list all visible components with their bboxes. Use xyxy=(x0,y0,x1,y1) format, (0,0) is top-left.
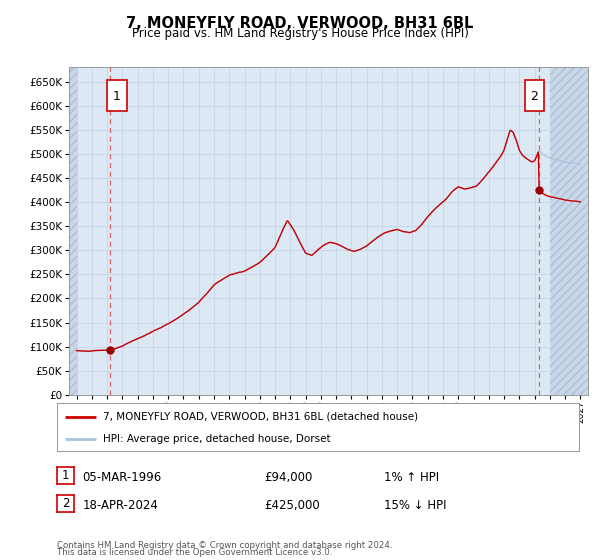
FancyBboxPatch shape xyxy=(107,80,127,111)
Text: 7, MONEYFLY ROAD, VERWOOD, BH31 6BL (detached house): 7, MONEYFLY ROAD, VERWOOD, BH31 6BL (det… xyxy=(103,412,418,422)
Text: £94,000: £94,000 xyxy=(264,470,313,484)
Text: £425,000: £425,000 xyxy=(264,498,320,512)
Text: 05-MAR-1996: 05-MAR-1996 xyxy=(82,470,161,484)
Text: 2: 2 xyxy=(62,497,69,510)
Text: HPI: Average price, detached house, Dorset: HPI: Average price, detached house, Dors… xyxy=(103,434,331,444)
Text: Price paid vs. HM Land Registry's House Price Index (HPI): Price paid vs. HM Land Registry's House … xyxy=(131,27,469,40)
Text: 2: 2 xyxy=(530,90,538,102)
Text: 18-APR-2024: 18-APR-2024 xyxy=(82,498,158,512)
Text: 15% ↓ HPI: 15% ↓ HPI xyxy=(384,498,446,512)
Text: This data is licensed under the Open Government Licence v3.0.: This data is licensed under the Open Gov… xyxy=(57,548,332,557)
Text: 1: 1 xyxy=(113,90,121,102)
Text: 1: 1 xyxy=(62,469,69,482)
Bar xyxy=(550,67,588,395)
FancyBboxPatch shape xyxy=(524,80,544,111)
Text: Contains HM Land Registry data © Crown copyright and database right 2024.: Contains HM Land Registry data © Crown c… xyxy=(57,541,392,550)
Text: 7, MONEYFLY ROAD, VERWOOD, BH31 6BL: 7, MONEYFLY ROAD, VERWOOD, BH31 6BL xyxy=(127,16,473,31)
Bar xyxy=(69,67,77,395)
Text: 1% ↑ HPI: 1% ↑ HPI xyxy=(384,470,439,484)
